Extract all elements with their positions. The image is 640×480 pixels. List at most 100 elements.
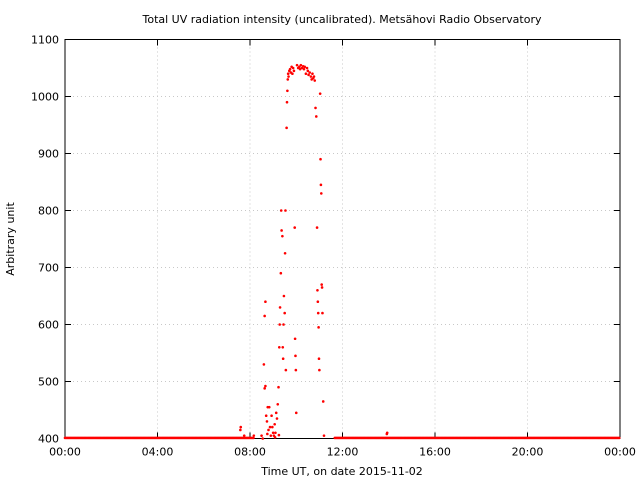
data-point xyxy=(320,283,323,286)
data-point xyxy=(319,157,322,161)
x-tick-label: 00:00 xyxy=(49,446,81,459)
data-point xyxy=(308,71,312,74)
data-point xyxy=(294,354,297,358)
data-point xyxy=(277,433,281,437)
data-point xyxy=(283,311,286,315)
y-tick-label: 600 xyxy=(38,319,59,332)
data-point xyxy=(311,72,314,75)
data-point xyxy=(315,226,319,229)
x-tick-label: 08:00 xyxy=(234,446,266,459)
data-point xyxy=(317,326,320,329)
data-point xyxy=(269,434,273,437)
data-point xyxy=(264,300,267,304)
data-point xyxy=(316,311,320,315)
data-point xyxy=(279,271,283,275)
data-point xyxy=(385,431,389,435)
y-tick-label: 1100 xyxy=(31,34,59,47)
data-point xyxy=(281,346,285,349)
data-point xyxy=(274,431,277,435)
data-point xyxy=(295,63,299,67)
data-point xyxy=(242,434,246,437)
data-point xyxy=(262,363,266,366)
data-point xyxy=(261,437,265,440)
data-point xyxy=(278,306,282,309)
data-point xyxy=(302,67,306,71)
data-point xyxy=(312,75,316,78)
data-point xyxy=(282,323,285,326)
data-point xyxy=(319,183,323,187)
data-point xyxy=(284,368,288,372)
data-point xyxy=(283,251,287,255)
data-point xyxy=(298,67,302,71)
data-point xyxy=(274,411,278,415)
data-point xyxy=(266,432,269,436)
x-tick-label: 00:00 xyxy=(604,446,636,459)
data-point xyxy=(286,89,289,93)
data-point xyxy=(307,73,310,77)
data-point xyxy=(293,337,297,341)
x-axis-label: Time UT, on date 2015-11-02 xyxy=(260,465,423,478)
data-point xyxy=(273,436,277,439)
data-point xyxy=(277,385,280,389)
data-point xyxy=(322,434,326,437)
data-point xyxy=(313,79,317,82)
data-point xyxy=(306,69,310,73)
data-point xyxy=(288,67,292,71)
data-point xyxy=(291,72,294,75)
data-point xyxy=(320,286,324,289)
x-tick-label: 20:00 xyxy=(512,446,544,459)
data-point xyxy=(285,126,288,130)
x-tick-label: 04:00 xyxy=(142,446,174,459)
data-point xyxy=(278,323,281,326)
data-point xyxy=(239,425,243,429)
data-point xyxy=(286,78,290,81)
y-axis-label: Arbitrary unit xyxy=(4,202,17,276)
data-point xyxy=(280,229,283,232)
data-point xyxy=(317,357,321,361)
data-point xyxy=(276,403,280,406)
data-point xyxy=(285,100,289,104)
data-point xyxy=(286,72,290,75)
data-point xyxy=(268,425,272,429)
data-point xyxy=(265,420,269,423)
data-point xyxy=(252,434,256,437)
grid xyxy=(65,39,620,439)
data-point xyxy=(305,66,309,70)
data-point xyxy=(294,411,298,415)
data-point xyxy=(271,431,275,435)
data-point xyxy=(304,72,308,75)
data-point xyxy=(291,66,295,70)
data-point xyxy=(263,387,266,390)
data-point xyxy=(263,314,266,318)
data-point xyxy=(279,209,283,212)
data-point xyxy=(239,428,242,432)
data-point xyxy=(264,384,267,388)
data-point xyxy=(299,63,303,67)
data-point xyxy=(270,414,273,418)
data-point xyxy=(277,346,281,349)
data-point xyxy=(318,92,322,95)
data-point xyxy=(267,405,271,409)
data-point xyxy=(309,75,313,78)
data-point xyxy=(292,69,296,73)
data-point xyxy=(321,400,325,403)
data-point xyxy=(260,434,263,437)
data-point xyxy=(303,65,307,69)
baseline-point xyxy=(252,436,255,440)
baseline-point xyxy=(617,436,621,440)
data-point xyxy=(321,311,324,315)
y-tick-label: 1000 xyxy=(31,91,59,104)
data-point xyxy=(273,422,276,426)
data-point xyxy=(294,368,298,372)
chart-title: Total UV radiation intensity (uncalibrat… xyxy=(142,13,542,26)
data-point xyxy=(281,234,284,238)
data-point xyxy=(314,106,317,110)
x-tick-label: 16:00 xyxy=(419,446,451,459)
data-point xyxy=(264,414,268,418)
x-axis: 00:00 04:00 08:00 12:00 16:00 20:00 00:00 xyxy=(49,39,636,459)
data-point xyxy=(281,357,285,361)
y-tick-label: 500 xyxy=(38,376,59,389)
data-point xyxy=(284,209,287,212)
data-point xyxy=(316,300,320,304)
